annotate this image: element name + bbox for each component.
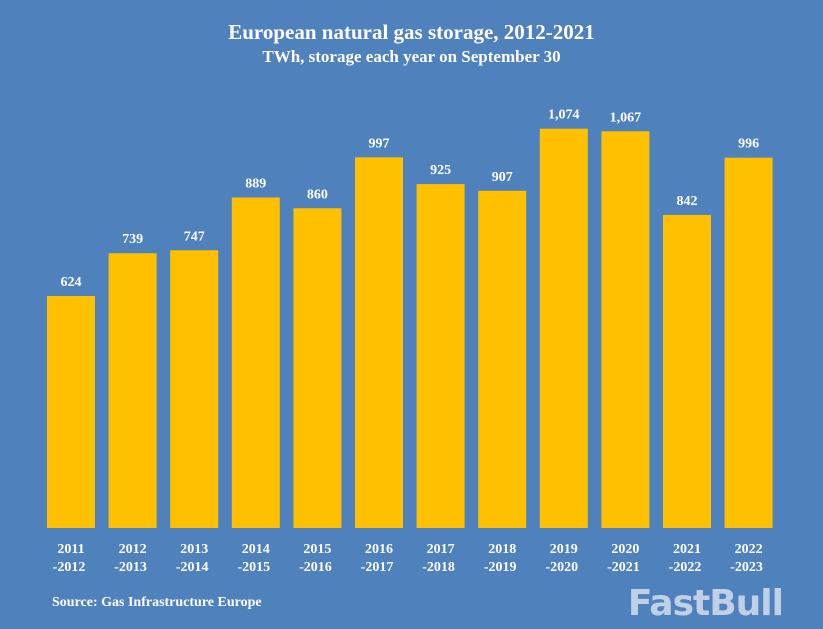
x-tick-label: -2017	[361, 560, 394, 575]
data-label: 925	[430, 163, 451, 178]
x-tick-label: -2021	[607, 560, 640, 575]
data-label: 842	[677, 194, 698, 209]
x-tick-label: -2019	[484, 560, 517, 575]
x-tick-label: -2018	[422, 560, 455, 575]
x-tick-label: -2014	[176, 560, 209, 575]
watermark-logo: FastBull	[627, 583, 784, 624]
data-label: 997	[369, 136, 390, 151]
bar	[663, 214, 711, 528]
x-tick-label: -2022	[669, 560, 702, 575]
x-tick-label: 2022	[735, 542, 763, 557]
data-label: 1,074	[548, 108, 580, 123]
data-label: 747	[184, 229, 205, 244]
bar	[539, 128, 588, 528]
x-tick-label: 2011	[57, 542, 84, 557]
bar	[47, 296, 95, 528]
bar	[231, 197, 280, 528]
x-tick-label: 2014	[242, 542, 270, 557]
chart-title: European natural gas storage, 2012-2021	[228, 20, 595, 44]
x-tick-label: -2012	[53, 560, 86, 575]
data-label: 739	[122, 232, 143, 247]
data-label: 624	[61, 275, 82, 290]
bar	[416, 184, 465, 529]
x-tick-label: 2013	[180, 542, 208, 557]
data-label: 1,067	[610, 110, 642, 125]
bar	[724, 157, 773, 528]
x-tick-label: 2021	[673, 542, 701, 557]
x-tick-label: 2020	[611, 542, 639, 557]
bar	[355, 157, 403, 529]
x-tick-label: -2020	[545, 560, 578, 575]
x-tick-label: -2016	[299, 560, 332, 575]
x-tick-label: -2015	[237, 560, 270, 575]
data-label: 907	[492, 170, 513, 185]
x-tick-label: -2013	[114, 560, 147, 575]
x-tick-label: 2017	[427, 542, 455, 557]
x-tick-label: 2012	[119, 542, 147, 557]
bar	[108, 253, 157, 528]
bar	[478, 190, 527, 529]
x-tick-label: 2015	[303, 542, 331, 557]
source-note: Source: Gas Infrastructure Europe	[52, 595, 262, 610]
bar	[293, 208, 342, 528]
bar	[170, 250, 219, 528]
x-tick-label: 2018	[488, 542, 516, 557]
chart-subtitle: TWh, storage each year on September 30	[262, 47, 561, 66]
x-tick-label: -2023	[730, 560, 763, 575]
data-label: 860	[307, 187, 328, 202]
x-tick-label: 2016	[365, 542, 393, 557]
bar	[601, 131, 650, 529]
data-label: 996	[738, 137, 759, 152]
data-label: 889	[245, 176, 266, 191]
x-tick-label: 2019	[550, 542, 578, 557]
